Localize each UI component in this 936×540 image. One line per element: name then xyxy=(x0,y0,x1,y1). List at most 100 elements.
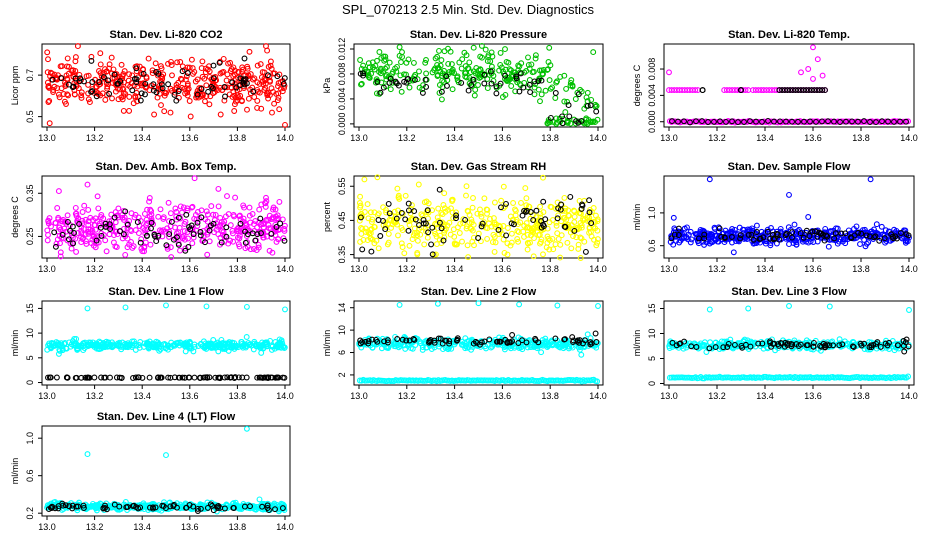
data-point xyxy=(54,236,61,243)
data-point xyxy=(146,198,153,205)
data-point xyxy=(167,109,174,116)
data-point xyxy=(424,234,431,241)
data-point xyxy=(559,120,566,127)
data-point xyxy=(44,49,51,56)
data-point xyxy=(55,350,62,357)
data-point xyxy=(463,192,469,199)
data-point xyxy=(193,94,200,101)
data-point xyxy=(865,239,872,246)
data-point xyxy=(770,231,776,238)
data-point xyxy=(215,503,222,509)
data-point xyxy=(181,228,188,235)
data-point xyxy=(498,204,504,211)
data-point xyxy=(670,214,677,221)
data-point xyxy=(59,500,66,507)
data-point xyxy=(111,214,118,221)
data-point xyxy=(857,241,863,248)
data-point xyxy=(803,87,810,94)
data-point xyxy=(784,87,791,94)
data-point xyxy=(279,505,286,512)
data-point xyxy=(62,83,69,90)
data-point xyxy=(71,91,78,98)
data-point xyxy=(454,335,461,342)
data-point xyxy=(405,56,412,63)
data-point xyxy=(76,221,83,227)
data-point xyxy=(446,338,453,344)
data-point xyxy=(106,61,113,68)
data-point xyxy=(398,240,405,247)
data-point xyxy=(894,342,901,349)
data-point xyxy=(547,62,554,69)
data-point xyxy=(143,216,150,223)
data-point xyxy=(903,336,910,343)
data-point xyxy=(381,338,388,345)
data-point xyxy=(226,91,233,98)
data-point xyxy=(177,203,184,210)
data-point xyxy=(63,72,70,79)
data-point xyxy=(238,98,245,105)
data-point xyxy=(80,502,87,509)
data-point xyxy=(463,52,470,59)
data-point xyxy=(175,79,182,86)
data-point xyxy=(72,374,79,381)
data-point xyxy=(567,193,574,200)
data-point xyxy=(434,300,441,307)
data-point xyxy=(697,340,704,347)
x-tick-label: 13.4 xyxy=(446,133,464,143)
data-point xyxy=(538,67,545,74)
data-point xyxy=(124,221,131,228)
data-point xyxy=(389,69,396,75)
data-point xyxy=(105,77,111,84)
data-point xyxy=(584,102,591,109)
data-point xyxy=(73,83,80,90)
data-point xyxy=(831,118,837,125)
data-point xyxy=(383,64,390,71)
data-point xyxy=(68,245,75,252)
data-point xyxy=(387,86,394,93)
data-point xyxy=(851,225,857,232)
data-point xyxy=(370,64,376,71)
data-point xyxy=(117,86,123,93)
data-point xyxy=(203,208,210,215)
data-point xyxy=(542,216,549,223)
data-point xyxy=(582,337,588,344)
data-point xyxy=(526,77,533,83)
data-point xyxy=(155,374,161,381)
y-tick-label: 0.004 xyxy=(337,88,347,111)
data-point xyxy=(221,505,228,512)
data-point xyxy=(273,223,280,230)
data-point xyxy=(73,210,80,217)
data-point xyxy=(151,83,158,90)
data-point xyxy=(805,66,812,72)
x-tick-label: 13.0 xyxy=(660,133,678,143)
data-point xyxy=(126,218,133,224)
data-point xyxy=(183,211,190,218)
data-point xyxy=(194,76,201,83)
data-point xyxy=(155,213,162,220)
data-point xyxy=(477,210,484,217)
data-point xyxy=(190,231,197,238)
data-point xyxy=(905,343,912,350)
data-point xyxy=(270,88,277,95)
data-point xyxy=(447,48,454,55)
data-point xyxy=(133,65,140,72)
data-point xyxy=(528,342,535,348)
data-point xyxy=(72,75,79,82)
data-point xyxy=(676,239,683,246)
x-tick-label: 13.8 xyxy=(541,391,559,401)
x-tick-label: 13.8 xyxy=(541,264,559,274)
data-point xyxy=(433,233,440,240)
x-tick-label: 13.2 xyxy=(708,391,726,401)
data-point xyxy=(102,223,109,230)
data-point xyxy=(552,335,559,342)
data-point xyxy=(73,340,79,347)
data-point xyxy=(451,233,458,240)
data-point xyxy=(267,62,274,69)
data-point xyxy=(406,337,413,344)
data-point xyxy=(84,305,91,312)
data-point xyxy=(197,91,204,98)
data-point xyxy=(46,97,53,104)
data-point xyxy=(416,68,422,75)
data-point xyxy=(435,225,442,232)
data-point xyxy=(488,80,495,87)
